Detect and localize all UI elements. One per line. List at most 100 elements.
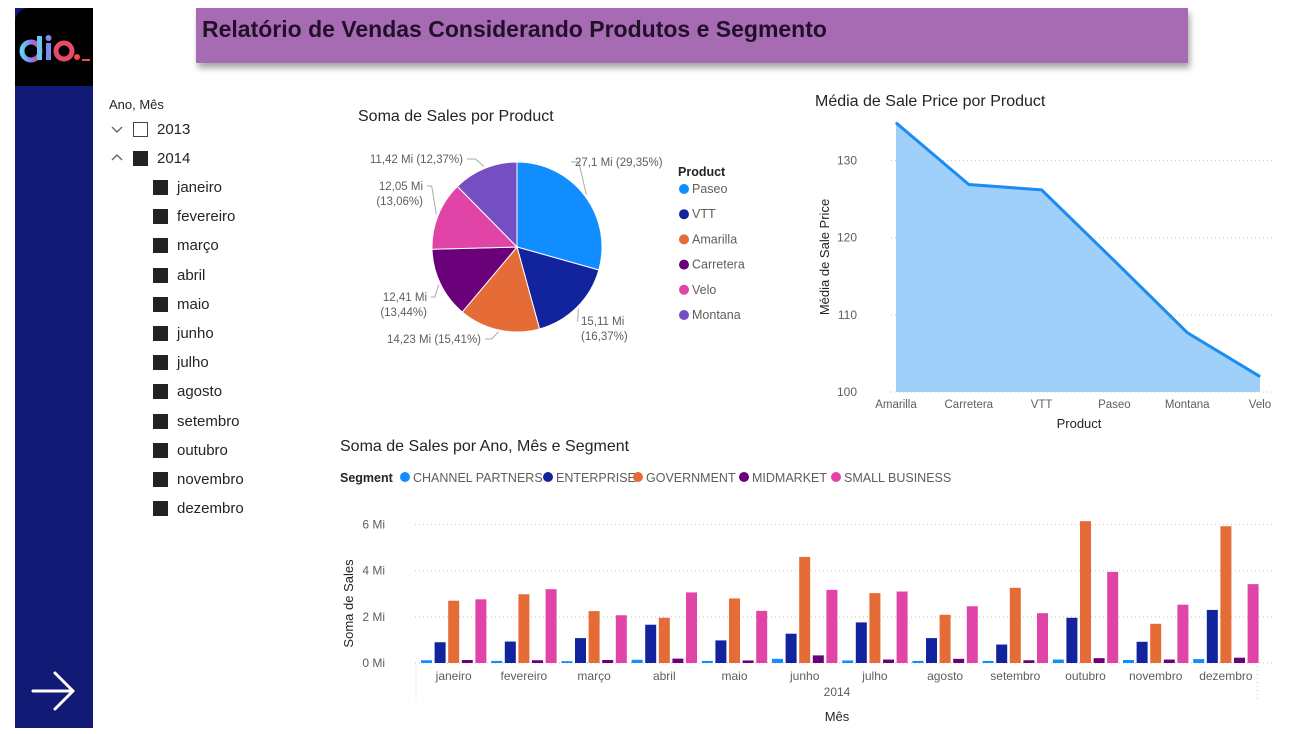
bar-x-tick: junho	[789, 669, 820, 683]
bar-setembro-enterprise	[996, 644, 1008, 663]
bar-y-axis-title: Soma de Sales	[341, 559, 356, 648]
checkbox[interactable]	[153, 325, 168, 341]
pie-legend-item: Montana	[692, 308, 741, 322]
bar-x-tick: setembro	[990, 669, 1040, 683]
checkbox[interactable]	[153, 179, 168, 195]
bar-setembro-midmarket	[1023, 660, 1035, 663]
area-y-tick: 100	[837, 385, 857, 399]
pie-slice-carretera	[431, 246, 519, 313]
slicer-month-novembro[interactable]: novembro	[153, 468, 244, 490]
pie-data-label: 14,23 Mi (15,41%)	[387, 334, 481, 346]
bar-novembro-enterprise	[1136, 641, 1148, 663]
pie-leader-line	[485, 331, 499, 340]
bar-outubro-government	[1080, 521, 1091, 663]
bar-legend-item: MIDMARKET	[752, 471, 827, 485]
area-point-paseo	[1113, 260, 1115, 262]
bar-julho-enterprise	[855, 622, 867, 663]
bar-março-midmarket	[602, 660, 614, 663]
pie-legend-marker	[679, 234, 689, 245]
slicer-month-fevereiro[interactable]: fevereiro	[153, 206, 235, 228]
bar-x-tick: dezembro	[1199, 669, 1253, 683]
chevron-down-icon[interactable]	[111, 123, 123, 135]
area-x-tick: Velo	[1249, 399, 1271, 411]
checkbox[interactable]	[133, 121, 148, 137]
bar-abril-midmarket	[672, 658, 684, 663]
slicer-item-label: agosto	[177, 383, 223, 401]
checkbox[interactable]	[153, 238, 168, 254]
dio-logo-icon	[19, 35, 90, 63]
bar-legend-title: Segment	[340, 471, 394, 485]
date-slicer: Ano, Mês 2013 2014 janeiro fevereiro março ab…	[105, 96, 295, 526]
checkbox[interactable]	[153, 501, 168, 517]
bar-julho-midmarket	[883, 659, 894, 663]
slicer-month-janeiro[interactable]: janeiro	[153, 176, 222, 198]
slicer-month-outubro[interactable]: outubro	[153, 439, 228, 461]
checkbox[interactable]	[153, 296, 168, 312]
slicer-month-maio[interactable]: maio	[153, 293, 210, 315]
slicer-item-label: maio	[177, 295, 210, 313]
slicer-month-setembro[interactable]: setembro	[153, 410, 240, 432]
checkbox[interactable]	[133, 150, 148, 166]
slicer-month-abril[interactable]: abril	[153, 264, 205, 286]
bar-dezembro-small-business	[1247, 584, 1259, 663]
pie-legend-marker	[679, 284, 689, 295]
area-series-line	[895, 121, 1261, 378]
bar-legend-item: CHANNEL PARTNERS	[413, 471, 543, 485]
bar-agosto-government	[939, 614, 951, 663]
slicer-month-junho[interactable]: junho	[153, 322, 214, 344]
bar-legend-item: ENTERPRISE	[556, 471, 636, 485]
bar-chart-title: Soma de Sales por Ano, Mês e Segment	[340, 438, 630, 455]
area-point-vtt	[1041, 189, 1043, 191]
bar-novembro-midmarket	[1163, 659, 1175, 663]
bar-x-axis-title: Mês	[825, 709, 850, 724]
pie-chart: 27,1 Mi (29,35%) 15,11 Mi (16,37%) 14,23 Mi…	[370, 154, 745, 346]
bar-julho-small-business	[896, 591, 908, 663]
slicer-month-dezembro[interactable]: dezembro	[153, 498, 244, 520]
bar-x-tick: agosto	[927, 669, 963, 683]
bar-x-tick: maio	[721, 669, 747, 683]
slicer-year-2014[interactable]: 2014	[111, 147, 190, 169]
pie-legend-marker	[679, 259, 689, 270]
bar-maio-midmarket	[742, 660, 754, 663]
bar-maio-channel-partners	[701, 660, 713, 663]
slicer-year-2013[interactable]: 2013	[111, 118, 190, 140]
checkbox[interactable]	[153, 413, 168, 429]
bar-chart-legend: Segment CHANNEL PARTNERS ENTERPRISE GOVERNM…	[340, 471, 951, 485]
bar-x-group-label: 2014	[824, 685, 851, 699]
area-point-montana	[1186, 332, 1188, 334]
pie-data-label: 11,42 Mi (12,37%)	[370, 154, 463, 166]
checkbox[interactable]	[153, 442, 168, 458]
bar-março-small-business	[615, 615, 627, 663]
slicer-month-agosto[interactable]: agosto	[153, 381, 222, 403]
bar-agosto-channel-partners	[912, 660, 924, 663]
checkbox[interactable]	[153, 471, 168, 487]
bar-y-tick: 4 Mi	[362, 564, 385, 578]
report-title: Relatório de Vendas Considerando Produto…	[202, 16, 827, 42]
checkbox[interactable]	[153, 355, 168, 371]
bar-junho-enterprise	[785, 633, 797, 663]
area-y-tick: 110	[838, 308, 857, 322]
pie-data-label: 12,41 Mi (13,44%)	[380, 292, 427, 319]
bar-outubro-channel-partners	[1052, 659, 1064, 663]
pie-leader-line	[571, 161, 587, 195]
checkbox[interactable]	[153, 384, 168, 400]
checkbox[interactable]	[153, 267, 168, 283]
pie-legend-item: Carretera	[692, 258, 745, 272]
slicer-item-label: novembro	[177, 470, 244, 488]
checkbox[interactable]	[153, 209, 168, 225]
pie-legend-item: Paseo	[692, 182, 727, 196]
pie-slice-amarilla	[461, 245, 541, 333]
slicer-month-julho[interactable]: julho	[153, 352, 209, 374]
bar-novembro-small-business	[1177, 604, 1189, 663]
bar-x-tick: janeiro	[435, 669, 472, 683]
slicer-item-label: junho	[177, 324, 214, 342]
area-point-amarilla	[895, 122, 897, 124]
pie-legend-marker	[679, 310, 689, 320]
bar-dezembro-government	[1220, 526, 1232, 663]
bar-abril-enterprise	[645, 624, 657, 663]
area-x-tick: Carretera	[945, 399, 994, 411]
next-page-button[interactable]	[29, 666, 79, 716]
chevron-up-icon[interactable]	[111, 152, 123, 164]
slicer-item-label: abril	[177, 266, 206, 284]
slicer-month-março[interactable]: março	[153, 235, 219, 257]
